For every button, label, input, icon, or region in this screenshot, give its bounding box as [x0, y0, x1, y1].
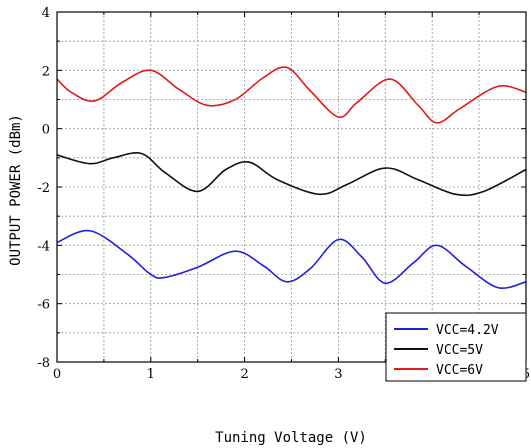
ticks	[56, 11, 527, 363]
y-tick-label: -4	[37, 239, 50, 254]
y-tick-label: -8	[37, 356, 50, 371]
legend: VCC=4.2V VCC=5V VCC=6V	[385, 312, 527, 382]
y-tick-label: 4	[42, 6, 50, 21]
series-line-vcc-4-2v	[56, 229, 527, 289]
y-tick-label: 0	[42, 123, 50, 138]
series-line-vcc-6v	[56, 66, 527, 124]
y-axis-title: OUTPUT POWER (dBm)	[8, 114, 24, 266]
x-axis-title: Tuning Voltage (V)	[215, 430, 367, 446]
y-tick-label: -6	[37, 298, 50, 313]
legend-label-vcc-4-2v: VCC=4.2V	[436, 323, 499, 338]
x-tick-label: 3	[334, 367, 342, 382]
y-tick-label: -2	[37, 181, 50, 196]
x-tick-label: 2	[240, 367, 248, 382]
legend-label-vcc-5v: VCC=5V	[436, 343, 483, 358]
x-tick-label: 1	[147, 367, 155, 382]
x-tick-label: 0	[53, 367, 61, 382]
series-line-vcc-5v	[56, 152, 527, 197]
legend-label-vcc-6v: VCC=6V	[436, 363, 483, 378]
series-layer	[56, 66, 527, 289]
y-tick-label: 2	[42, 64, 50, 79]
